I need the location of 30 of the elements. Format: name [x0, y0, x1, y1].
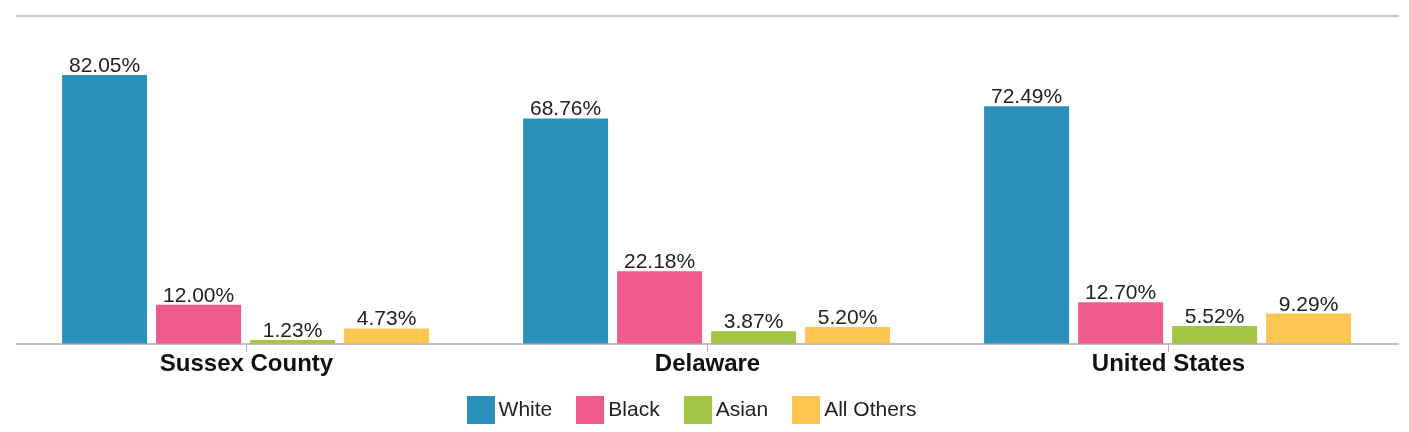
bar [344, 328, 430, 344]
x-tick-label: United States [1091, 349, 1246, 377]
bar [805, 326, 891, 344]
bar [156, 304, 242, 344]
bar [523, 118, 609, 344]
data-label: 9.29% [1278, 291, 1339, 315]
data-label: 72.49% [990, 84, 1063, 108]
bar [711, 331, 797, 344]
legend-label: White [498, 396, 553, 420]
bar [617, 271, 703, 344]
data-label: 68.76% [529, 96, 602, 120]
bar [62, 74, 148, 344]
data-label: 12.70% [1084, 280, 1157, 304]
bar [1266, 313, 1352, 344]
legend-label: Black [608, 396, 660, 420]
legend-label: Asian [715, 396, 769, 420]
data-label: 82.05% [68, 52, 141, 76]
data-label: 5.20% [817, 304, 878, 328]
data-label: 5.52% [1184, 303, 1245, 327]
data-label: 1.23% [262, 317, 323, 341]
data-label: 22.18% [623, 249, 696, 273]
x-tick-label: Sussex County [159, 349, 334, 377]
bar [1172, 325, 1258, 344]
data-label: 12.00% [162, 282, 235, 306]
x-tick-label: Delaware [654, 349, 761, 377]
data-label: 3.87% [723, 309, 784, 333]
bar [1078, 302, 1164, 344]
data-label: 4.73% [356, 306, 417, 330]
bar [984, 106, 1070, 344]
legend-label: All Others [824, 396, 917, 420]
